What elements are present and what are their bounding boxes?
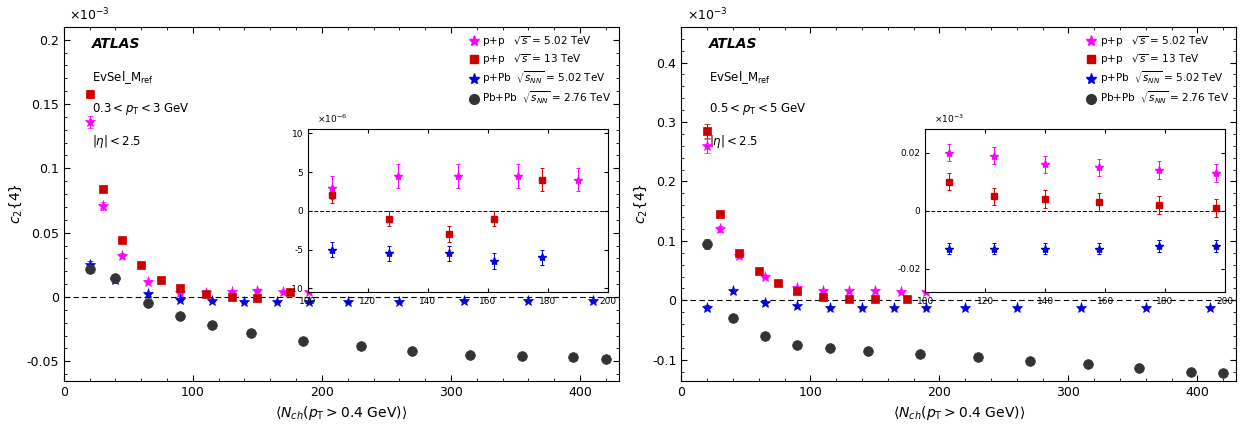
Text: EvSel_M$_{\mathrm{ref}}$: EvSel_M$_{\mathrm{ref}}$ <box>92 69 154 86</box>
Legend: p+p   $\sqrt{s}$ = 5.02 TeV, p+p   $\sqrt{s}$ = 13 TeV, p+Pb  $\sqrt{s_{NN}}$ = : p+p $\sqrt{s}$ = 5.02 TeV, p+p $\sqrt{s}… <box>1085 32 1231 108</box>
Text: EvSel_M$_{\mathrm{ref}}$: EvSel_M$_{\mathrm{ref}}$ <box>709 69 771 86</box>
Text: $|\eta| < 2.5$: $|\eta| < 2.5$ <box>709 133 758 150</box>
Text: $|\eta| < 2.5$: $|\eta| < 2.5$ <box>92 133 140 150</box>
Y-axis label: $c_2\{4\}$: $c_2\{4\}$ <box>7 183 24 224</box>
Text: $\times10^{-3}$: $\times10^{-3}$ <box>70 7 111 23</box>
Y-axis label: $c_2\{4\}$: $c_2\{4\}$ <box>633 183 649 224</box>
Text: $\times10^{-3}$: $\times10^{-3}$ <box>687 7 727 23</box>
Text: ATLAS: ATLAS <box>709 37 757 51</box>
Legend: p+p   $\sqrt{s}$ = 5.02 TeV, p+p   $\sqrt{s}$ = 13 TeV, p+Pb  $\sqrt{s_{NN}}$ = : p+p $\sqrt{s}$ = 5.02 TeV, p+p $\sqrt{s}… <box>467 32 613 108</box>
X-axis label: $\langle N_{ch}(p_{\mathrm{T}} > 0.4\ \mathrm{GeV})\rangle$: $\langle N_{ch}(p_{\mathrm{T}} > 0.4\ \m… <box>892 404 1024 422</box>
X-axis label: $\langle N_{ch}(p_{\mathrm{T}} > 0.4\ \mathrm{GeV})\rangle$: $\langle N_{ch}(p_{\mathrm{T}} > 0.4\ \m… <box>275 404 408 422</box>
Text: $0.5 < p_{\mathrm{T}} < 5$ GeV: $0.5 < p_{\mathrm{T}} < 5$ GeV <box>709 101 807 117</box>
Text: ATLAS: ATLAS <box>92 37 140 51</box>
Text: $0.3 < p_{\mathrm{T}} < 3$ GeV: $0.3 < p_{\mathrm{T}} < 3$ GeV <box>92 101 189 117</box>
